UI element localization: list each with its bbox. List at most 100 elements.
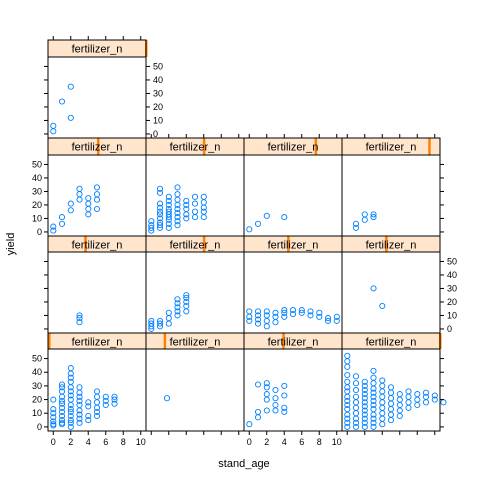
data-point [263, 317, 270, 324]
data-point [352, 410, 360, 417]
strip-label: fertilizer_n [268, 337, 319, 349]
data-point [93, 412, 101, 420]
data-point [156, 189, 164, 196]
strip-range-indicator [282, 333, 285, 349]
data-point [281, 404, 288, 411]
data-point [246, 308, 253, 315]
data-point [246, 421, 253, 428]
data-point [165, 193, 172, 200]
data-point [272, 319, 279, 326]
panel-frame [145, 348, 245, 432]
data-point [316, 313, 323, 320]
data-point [156, 219, 164, 226]
data-point [263, 212, 270, 219]
data-point [200, 193, 207, 200]
data-point [379, 393, 386, 400]
data-point [379, 302, 386, 310]
strip-bg [146, 138, 244, 155]
x-axis-label: stand_age [218, 458, 269, 470]
data-point [370, 415, 377, 422]
strip-bg [342, 333, 440, 349]
data-point [344, 378, 351, 385]
data-point [174, 296, 181, 303]
data-point [76, 312, 83, 319]
data-point [361, 378, 368, 385]
data-point [93, 408, 101, 415]
x-tick-label: 10 [332, 437, 342, 447]
data-point [352, 404, 360, 411]
strip-bg [48, 40, 146, 57]
strip-label: fertilizer_n [366, 337, 417, 349]
strip-range-indicator [314, 138, 318, 155]
strip-label: fertilizer_n [366, 240, 417, 252]
y-tick-label: 10 [447, 310, 457, 320]
data-point [272, 313, 279, 320]
data-point [263, 396, 270, 403]
data-point [67, 412, 74, 420]
data-point [379, 399, 386, 406]
data-point [67, 378, 74, 385]
data-point [263, 384, 270, 391]
data-point [254, 312, 262, 319]
data-point [361, 382, 368, 389]
data-point [111, 393, 118, 400]
data-point [370, 374, 377, 381]
data-point [156, 317, 164, 324]
data-point [58, 412, 66, 420]
data-point [156, 208, 164, 215]
strip-label: fertilizer_n [170, 240, 221, 252]
data-point [93, 191, 101, 198]
data-point [307, 308, 314, 315]
data-point [405, 399, 412, 406]
data-point [396, 396, 403, 403]
data-point [76, 196, 83, 203]
strip-range-indicator [287, 236, 290, 252]
data-point [263, 391, 270, 398]
y-tick-label: 20 [447, 297, 457, 307]
panel-frame [47, 251, 147, 334]
strip-label: fertilizer_n [366, 142, 417, 154]
x-tick-label: 10 [136, 437, 146, 447]
strip-bg [146, 333, 244, 349]
y-tick-label: 30 [32, 186, 42, 196]
data-point [67, 408, 74, 415]
data-point [50, 227, 57, 234]
data-point [361, 407, 368, 414]
data-point [289, 311, 297, 318]
data-point [191, 200, 199, 207]
y-tick-label: 40 [32, 367, 42, 377]
data-point [272, 386, 279, 394]
data-point [246, 226, 253, 233]
data-point [58, 98, 66, 105]
data-point [387, 400, 395, 407]
y-tick-label: 10 [32, 408, 42, 418]
data-point [67, 423, 74, 430]
data-point [298, 307, 305, 314]
data-point [344, 415, 351, 422]
data-point [156, 222, 164, 229]
data-point [361, 403, 368, 410]
y-tick-label: 10 [153, 115, 163, 125]
strip-label: fertilizer_n [170, 142, 221, 154]
data-point [246, 317, 253, 324]
data-point [405, 388, 412, 395]
strip-label: fertilizer_n [170, 337, 221, 349]
data-point [111, 396, 118, 403]
x-tick-label: 4 [86, 437, 91, 447]
data-point [102, 393, 109, 400]
data-point [316, 309, 323, 316]
x-tick-label: 6 [299, 437, 304, 447]
data-point [370, 397, 377, 404]
y-tick-label: 0 [447, 324, 452, 334]
data-point [422, 399, 430, 406]
data-point [148, 320, 155, 327]
data-point [254, 220, 262, 227]
data-point [67, 388, 74, 395]
data-point [370, 380, 377, 387]
data-point [67, 419, 74, 426]
data-point [165, 220, 172, 227]
strip-bg [342, 236, 440, 252]
data-point [396, 391, 403, 398]
strip-label: fertilizer_n [72, 142, 123, 154]
data-point [85, 399, 92, 406]
